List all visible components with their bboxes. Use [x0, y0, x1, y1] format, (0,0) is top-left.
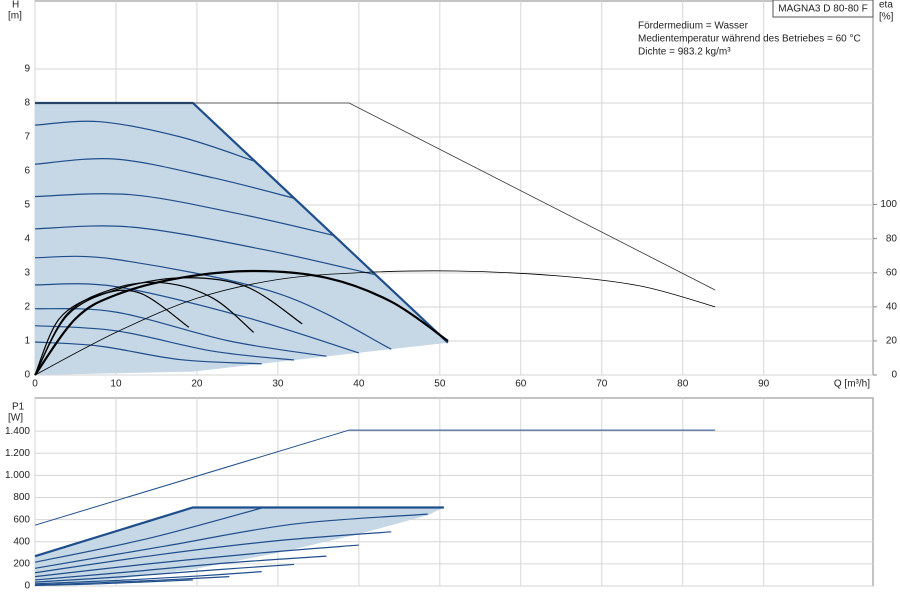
x-tick-label: 40	[353, 379, 365, 390]
curve	[34, 531, 392, 574]
y2-tick-label: 100	[880, 199, 897, 210]
curve	[34, 193, 335, 237]
y-tick-label: 8	[24, 98, 30, 109]
curve	[34, 544, 359, 578]
y-tick-label: 3	[24, 268, 30, 279]
curve	[34, 277, 303, 376]
annotation: Medientemperatur während des Betriebes =…	[638, 34, 861, 45]
curve	[35, 102, 716, 291]
curve	[34, 506, 444, 558]
y-tick-label: 0	[24, 370, 30, 381]
y-tick-label: 5	[24, 200, 30, 211]
x-tick-label: 60	[515, 379, 527, 390]
x-tick-label: 10	[110, 379, 122, 390]
curve	[34, 225, 376, 276]
curve	[34, 283, 360, 354]
x-axis-label: Q [m³/h]	[834, 379, 870, 390]
y-tick-label: 1.000	[5, 470, 30, 481]
curve	[34, 563, 295, 583]
curve	[34, 270, 716, 376]
y2-tick-label: 60	[886, 267, 898, 278]
annotation: Dichte = 983.2 kg/m³	[638, 47, 731, 58]
y-tick-label: 7	[24, 132, 30, 143]
curve	[34, 555, 327, 581]
y-tick-label: 1.200	[5, 448, 30, 459]
x-tick-label: 0	[32, 379, 38, 390]
y-tick-label: 1.400	[5, 426, 30, 437]
operating-area	[35, 103, 448, 375]
x-tick-label: 30	[272, 379, 284, 390]
y2-axis-unit: [%]	[879, 12, 894, 23]
y-tick-label: 0	[24, 581, 30, 592]
y-tick-label: 800	[13, 492, 30, 503]
y2-tick-label: 80	[886, 233, 898, 244]
curve	[34, 579, 193, 587]
y-tick-label: 200	[13, 559, 30, 570]
curve	[34, 576, 230, 586]
curve	[34, 513, 428, 569]
y-tick-label: 6	[24, 166, 30, 177]
y2-axis-label: eta	[879, 0, 893, 11]
y-axis-label: P1	[12, 402, 25, 413]
y-tick-label: 600	[13, 514, 30, 525]
y-axis-unit: [W]	[8, 413, 23, 424]
product-box	[772, 0, 874, 18]
curve	[34, 429, 716, 526]
y-tick-label: 400	[13, 536, 30, 547]
x-tick-label: 20	[191, 379, 203, 390]
y-tick-label: 4	[24, 234, 30, 245]
x-tick-label: 80	[677, 379, 689, 390]
y2-tick-label: 20	[886, 336, 898, 347]
y2-tick-label: 40	[886, 301, 898, 312]
curve	[34, 571, 262, 585]
y-tick-label: 9	[24, 64, 30, 75]
y-axis-unit: [m]	[8, 11, 22, 22]
curve	[34, 255, 392, 350]
x-tick-label: 70	[596, 379, 608, 390]
curve	[34, 120, 254, 162]
product-name: MAGNA3 D 80-80 F	[778, 4, 867, 15]
x-tick-label: 50	[434, 379, 446, 390]
x-tick-label: 90	[758, 379, 770, 390]
curve	[34, 341, 262, 365]
curve	[34, 158, 295, 199]
y-tick-label: 1	[24, 336, 30, 347]
y-tick-label: 2	[24, 302, 30, 313]
y-axis-label: H	[12, 0, 19, 11]
y2-tick-label: 0	[891, 370, 897, 381]
annotation: Fördermedium = Wasser	[638, 21, 749, 32]
curve	[34, 507, 262, 563]
curve	[34, 269, 449, 376]
